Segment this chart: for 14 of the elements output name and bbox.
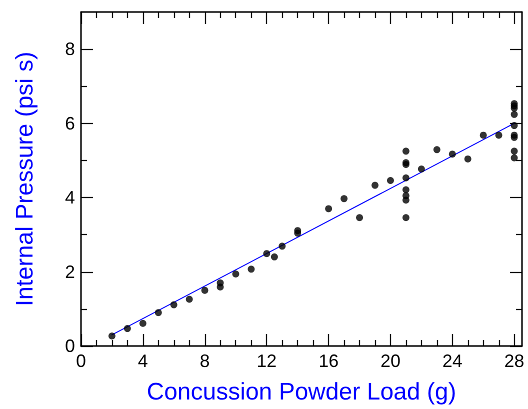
- x-tick-label: 16: [318, 351, 339, 371]
- y-axis-title: Internal Pressure (psi s): [12, 52, 38, 306]
- x-tick-label: 20: [380, 351, 400, 371]
- x-axis-title: Concussion Powder Load (g): [146, 378, 456, 406]
- x-tick-label: 12: [256, 351, 277, 371]
- y-tick-label: 2: [64, 262, 75, 282]
- y-tick-label: 4: [64, 188, 75, 208]
- x-tick-label: 8: [200, 351, 210, 371]
- y-tick-label: 6: [64, 113, 75, 134]
- x-tick-label: 28: [504, 351, 524, 371]
- x-tick-label: 4: [138, 351, 148, 371]
- y-tick-label: 8: [64, 39, 75, 60]
- y-tick-label: 0: [64, 336, 75, 356]
- x-tick-label: 24: [442, 351, 462, 371]
